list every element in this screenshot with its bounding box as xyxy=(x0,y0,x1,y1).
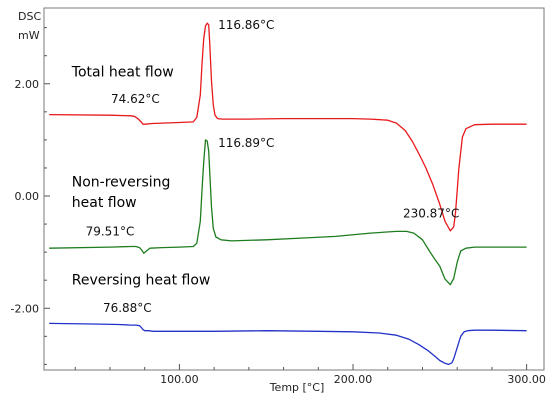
axes xyxy=(43,7,545,371)
y-tick-label: 0.00 xyxy=(15,190,40,203)
x-tick-label: 200.00 xyxy=(334,373,373,386)
ticks: 100.00 200.00 300.00 2.00 0.00 -2.00 xyxy=(11,27,546,386)
y-tick-label: 2.00 xyxy=(15,78,40,91)
peak-annotation: 79.51°C xyxy=(86,224,135,238)
y-tick-label: -2.00 xyxy=(11,302,39,315)
peak-annotation: 76.88°C xyxy=(103,301,152,315)
non-reversing-heat-flow-line xyxy=(49,139,527,286)
plot-frame xyxy=(43,7,545,371)
total-heat-flow-line xyxy=(49,22,527,232)
series-label: Total heat flow xyxy=(71,64,174,80)
peak-annotation: 230.87°C xyxy=(403,206,459,220)
peak-annotation: 116.89°C xyxy=(218,136,274,150)
y-unit-label: mW xyxy=(18,29,40,42)
series-label: heat flow xyxy=(72,195,137,211)
peak-annotations: 116.86°C 74.62°C 116.89°C 79.51°C 230.87°C 76… xyxy=(86,18,460,315)
series-label: Reversing heat flow xyxy=(72,273,211,289)
series-lines xyxy=(49,22,527,366)
x-tick-label: 100.00 xyxy=(160,373,199,386)
peak-annotation: 74.62°C xyxy=(111,92,160,106)
x-tick-label: 300.00 xyxy=(507,373,546,386)
peak-annotation: 116.86°C xyxy=(218,18,274,32)
series-label: Non-reversing xyxy=(72,174,171,190)
y-unit-top-label: DSC xyxy=(18,10,41,23)
series-labels: Total heat flow Non-reversing heat flow Rev… xyxy=(71,64,211,288)
x-axis-title: Temp [°C] xyxy=(269,381,325,394)
reversing-heat-flow-line xyxy=(49,322,527,366)
